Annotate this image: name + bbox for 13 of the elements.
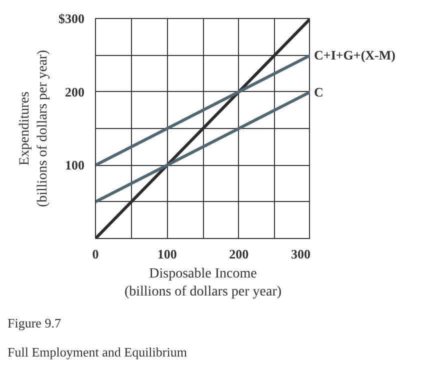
y-tick-label: $300	[58, 11, 84, 26]
text: Full Employment and Equilibrium	[8, 344, 187, 360]
caption: Figure 9.7	[8, 316, 62, 330]
x-axis-title: Disposable Income (billions of dollars per year)	[124, 266, 282, 300]
series-label: C+I+G+(X-M)	[314, 48, 396, 63]
series-label: C	[314, 84, 324, 100]
x-tick-label: 0	[92, 246, 99, 262]
x-tick-label: 200	[229, 246, 249, 262]
y-tick-label: 100	[65, 158, 84, 173]
x-tick-label: 100	[157, 246, 177, 262]
y-tick-label: 200	[65, 84, 84, 100]
x-tick-label: 300	[291, 246, 310, 262]
y-axis-title: Expenditures (billions of dollars per year)	[18, 50, 50, 208]
